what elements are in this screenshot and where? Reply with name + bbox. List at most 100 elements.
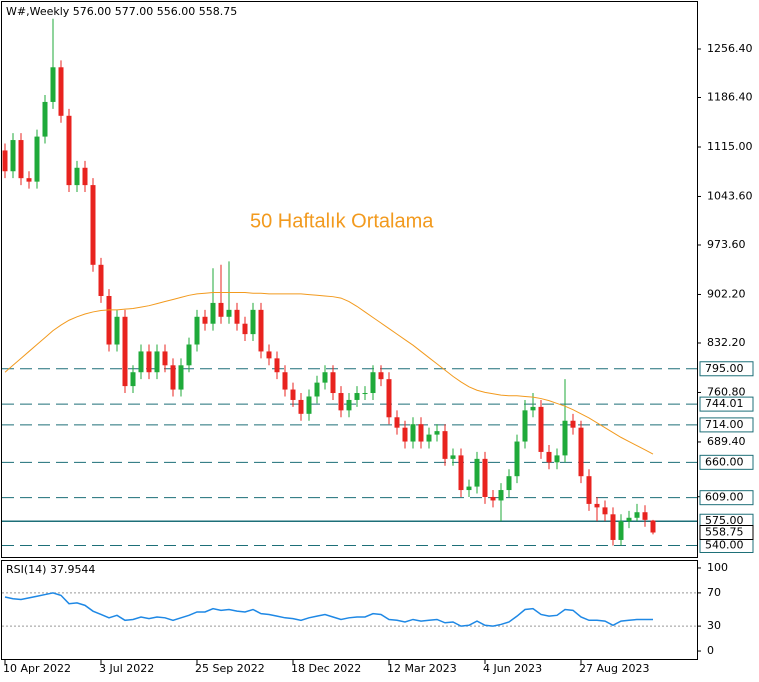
candle-body	[642, 512, 648, 520]
candle-body	[338, 393, 344, 411]
candle-body	[554, 455, 560, 463]
candle-body	[306, 396, 312, 414]
rsi-panel-frame	[1, 560, 698, 660]
candle-body	[50, 67, 56, 102]
candle-body	[298, 399, 304, 414]
candle-body	[330, 372, 336, 394]
candle-body	[226, 309, 232, 317]
y-tick-label: 760.80	[707, 385, 746, 398]
candle-body	[578, 427, 584, 477]
moving-average	[4, 292, 654, 455]
candle-body	[194, 316, 200, 345]
y-tick-label: 973.60	[707, 238, 746, 251]
level-label: 795.00	[705, 362, 744, 375]
y-tick-label: 100	[707, 561, 728, 574]
candle-body	[402, 427, 408, 442]
candle-body	[594, 503, 600, 508]
candle-body	[314, 382, 320, 397]
level-label: 540.00	[705, 538, 744, 551]
candle-body	[210, 302, 216, 324]
x-tick-label: 3 Jul 2022	[99, 662, 154, 675]
candle-body	[90, 185, 96, 265]
main-panel-frame	[1, 1, 698, 558]
candle-body	[450, 455, 456, 459]
candle-body	[482, 458, 488, 497]
candle-body	[626, 517, 632, 522]
candle-body	[322, 372, 328, 383]
candle-body	[218, 302, 224, 317]
candle-body	[426, 434, 432, 442]
level-label: 744.01	[705, 397, 744, 410]
candle-body	[154, 351, 160, 373]
candle-body	[82, 167, 88, 186]
candle-body	[410, 424, 416, 442]
candle-body	[130, 372, 136, 387]
candle-body	[346, 399, 352, 411]
x-tick-label: 27 Aug 2023	[579, 662, 649, 675]
candle-body	[202, 316, 208, 324]
candle-body	[418, 424, 424, 442]
candle-body	[434, 431, 440, 435]
candle-body	[458, 455, 464, 491]
y-tick-label: 70	[707, 586, 721, 599]
candle-body	[634, 512, 640, 518]
candle-body	[442, 431, 448, 459]
y-tick-label: 689.40	[707, 435, 746, 448]
level-label: 575.00	[705, 514, 744, 527]
price-label-box	[699, 525, 754, 541]
level-label: 660.00	[705, 455, 744, 468]
candle-body	[34, 136, 40, 182]
candle-body	[106, 295, 112, 345]
level-label: 714.00	[705, 418, 744, 431]
candle-body	[114, 316, 120, 345]
candle-body	[122, 316, 128, 387]
x-tick-label: 12 Mar 2023	[387, 662, 457, 675]
candle-body	[282, 372, 288, 390]
candle-body	[26, 178, 32, 182]
candle-body	[146, 351, 152, 373]
candle-body	[74, 167, 80, 186]
candle-body	[266, 351, 272, 359]
candle-body	[538, 406, 544, 452]
candle-body	[378, 372, 384, 380]
candle-body	[162, 351, 168, 366]
candle-body	[186, 344, 192, 366]
candle-body	[546, 451, 552, 463]
candle-body	[138, 351, 144, 373]
candle-body	[290, 389, 296, 400]
candle-body	[522, 410, 528, 442]
candle-body	[386, 379, 392, 418]
level-label-box	[699, 454, 754, 470]
candle-body	[66, 115, 72, 186]
candle-body	[610, 514, 616, 540]
level-label-box	[699, 396, 754, 412]
y-tick-label: 832.20	[707, 336, 746, 349]
rsi-line	[4, 592, 654, 627]
candle-body	[362, 393, 368, 395]
x-tick-label: 18 Dec 2022	[291, 662, 361, 675]
candle-body	[18, 140, 24, 179]
candle-body	[514, 441, 520, 477]
candle-body	[506, 476, 512, 491]
y-tick-label: 1186.40	[707, 91, 753, 104]
candle-body	[602, 507, 608, 515]
candle-body	[258, 309, 264, 352]
level-label: 609.00	[705, 491, 744, 504]
level-label-box	[699, 361, 754, 377]
candle-body	[10, 140, 16, 172]
x-tick-label: 10 Apr 2022	[3, 662, 71, 675]
candle-body	[274, 358, 280, 373]
candle-body	[498, 490, 504, 501]
candle-body	[562, 420, 568, 456]
candle-body	[650, 520, 656, 533]
candle-body	[474, 458, 480, 487]
candle-body	[42, 101, 48, 137]
level-label-box	[699, 490, 754, 506]
y-tick-label: 1115.00	[707, 140, 753, 153]
candle-body	[466, 486, 472, 491]
candle-body	[394, 417, 400, 428]
y-tick-label: 0	[707, 644, 714, 657]
x-tick-label: 25 Sep 2022	[195, 662, 265, 675]
y-tick-label: 30	[707, 619, 721, 632]
candle-body	[530, 406, 536, 411]
